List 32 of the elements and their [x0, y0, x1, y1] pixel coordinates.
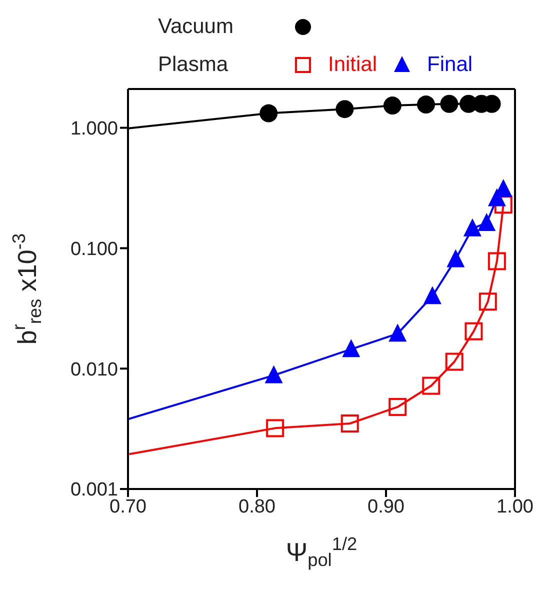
text: Vacuum [158, 14, 234, 40]
point [464, 322, 483, 340]
point [445, 352, 464, 371]
y-tick-label: 1.000 [70, 118, 118, 140]
point [488, 252, 506, 270]
point [342, 339, 360, 358]
text: Plasma [158, 52, 230, 78]
point [463, 218, 482, 236]
legend-label: Initial [328, 53, 378, 76]
point [266, 419, 284, 438]
point [264, 365, 283, 384]
point [383, 96, 402, 115]
y-tick-label: 0.100 [70, 238, 118, 260]
point [340, 414, 359, 432]
point [416, 96, 435, 114]
point [388, 398, 407, 416]
point [388, 324, 407, 342]
x-tick-label: 1.00 [496, 496, 534, 518]
x-tick-label: 0.70 [110, 496, 146, 518]
point [478, 212, 496, 231]
legend-label: Final [427, 53, 473, 76]
x-tick-label: 0.90 [368, 496, 404, 518]
point [336, 100, 354, 118]
y-tick-label: 0.010 [70, 359, 118, 380]
point [494, 196, 512, 214]
point [423, 286, 442, 304]
point [440, 94, 458, 113]
point [422, 376, 440, 395]
x-tick-label: 0.80 [238, 496, 276, 518]
point [446, 249, 465, 268]
point [260, 104, 278, 122]
point [478, 292, 497, 311]
